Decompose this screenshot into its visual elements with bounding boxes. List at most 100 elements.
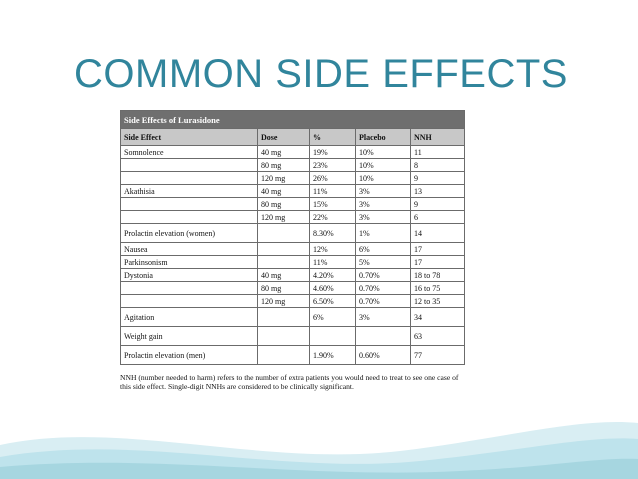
cell-dose: 40 mg <box>257 268 310 282</box>
cell-nnh: 11 <box>409 145 466 159</box>
cell-percent <box>309 326 356 346</box>
cell-side-effect: Agitation <box>120 307 258 327</box>
cell-dose: 40 mg <box>257 184 310 198</box>
table-row: Prolactin elevation (women) 8.30% 1% 14 <box>120 223 466 243</box>
cell-side-effect: Somnolence <box>120 145 258 159</box>
cell-placebo: 0.70% <box>355 294 411 308</box>
column-header-percent: % <box>309 128 356 146</box>
cell-percent: 4.60% <box>309 281 356 295</box>
cell-placebo: 0.70% <box>355 268 411 282</box>
cell-side-effect <box>120 158 258 172</box>
cell-placebo: 3% <box>355 307 411 327</box>
cell-placebo: 6% <box>355 242 411 256</box>
table-row: Somnolence 40 mg 19% 10% 11 <box>120 145 466 159</box>
cell-percent: 8.30% <box>309 223 356 243</box>
cell-placebo: 10% <box>355 158 411 172</box>
cell-percent: 6.50% <box>309 294 356 308</box>
cell-placebo: 5% <box>355 255 411 269</box>
table-row: 120 mg 22% 3% 6 <box>120 210 466 224</box>
cell-side-effect: Prolactin elevation (women) <box>120 223 258 243</box>
cell-nnh: 9 <box>409 171 466 185</box>
cell-dose: 40 mg <box>257 145 310 159</box>
cell-nnh: 63 <box>409 326 466 346</box>
cell-percent: 15% <box>309 197 356 211</box>
table-row: 120 mg 26% 10% 9 <box>120 171 466 185</box>
cell-percent: 6% <box>309 307 356 327</box>
table-row: Weight gain 63 <box>120 326 466 346</box>
cell-nnh: 17 <box>409 255 466 269</box>
cell-nnh: 34 <box>409 307 466 327</box>
cell-nnh: 18 to 78 <box>409 268 466 282</box>
cell-nnh: 12 to 35 <box>409 294 466 308</box>
cell-percent: 4.20% <box>309 268 356 282</box>
cell-dose: 80 mg <box>257 158 310 172</box>
table-row: Parkinsonism 11% 5% 17 <box>120 255 466 269</box>
cell-placebo: 3% <box>355 197 411 211</box>
cell-nnh: 14 <box>409 223 466 243</box>
cell-dose <box>257 307 310 327</box>
cell-side-effect: Akathisia <box>120 184 258 198</box>
side-effects-table: Side Effects of Lurasidone Side Effect D… <box>119 110 466 365</box>
table-row: Nausea 12% 6% 17 <box>120 242 466 256</box>
cell-nnh: 77 <box>409 345 466 365</box>
cell-side-effect <box>120 294 258 308</box>
cell-nnh: 6 <box>409 210 466 224</box>
cell-percent: 1.90% <box>309 345 356 365</box>
cell-side-effect: Dystonia <box>120 268 258 282</box>
cell-nnh: 17 <box>409 242 466 256</box>
column-header-nnh: NNH <box>409 128 466 146</box>
wave-front <box>0 458 638 479</box>
table-header-row: Side Effect Dose % Placebo NNH <box>120 128 466 146</box>
cell-dose: 80 mg <box>257 197 310 211</box>
table-row: Prolactin elevation (men) 1.90% 0.60% 77 <box>120 345 466 365</box>
cell-dose <box>257 345 310 365</box>
table-row: 120 mg 6.50% 0.70% 12 to 35 <box>120 294 466 308</box>
table-caption: Side Effects of Lurasidone <box>119 110 466 129</box>
cell-side-effect <box>120 197 258 211</box>
cell-dose <box>257 242 310 256</box>
cell-percent: 26% <box>309 171 356 185</box>
cell-percent: 11% <box>309 255 356 269</box>
cell-placebo: 0.60% <box>355 345 411 365</box>
table-row: Dystonia 40 mg 4.20% 0.70% 18 to 78 <box>120 268 466 282</box>
cell-dose <box>257 223 310 243</box>
cell-side-effect <box>120 171 258 185</box>
cell-nnh: 9 <box>409 197 466 211</box>
cell-percent: 11% <box>309 184 356 198</box>
cell-percent: 22% <box>309 210 356 224</box>
side-effects-table-container: Side Effects of Lurasidone Side Effect D… <box>119 110 466 391</box>
cell-nnh: 13 <box>409 184 466 198</box>
cell-side-effect: Prolactin elevation (men) <box>120 345 258 365</box>
cell-side-effect: Weight gain <box>120 326 258 346</box>
cell-placebo: 3% <box>355 210 411 224</box>
cell-placebo: 0.70% <box>355 281 411 295</box>
cell-dose: 120 mg <box>257 294 310 308</box>
cell-placebo: 1% <box>355 223 411 243</box>
column-header-dose: Dose <box>257 128 310 146</box>
cell-percent: 12% <box>309 242 356 256</box>
table-footnote: NNH (number needed to harm) refers to th… <box>120 373 459 391</box>
cell-side-effect: Parkinsonism <box>120 255 258 269</box>
table-row: 80 mg 23% 10% 8 <box>120 158 466 172</box>
cell-nnh: 8 <box>409 158 466 172</box>
cell-side-effect <box>120 210 258 224</box>
table-row: 80 mg 4.60% 0.70% 16 to 75 <box>120 281 466 295</box>
table-row: Akathisia 40 mg 11% 3% 13 <box>120 184 466 198</box>
table-body: Somnolence 40 mg 19% 10% 11 80 mg 23% 10% 8 120 m… <box>120 145 466 365</box>
cell-side-effect <box>120 281 258 295</box>
cell-side-effect: Nausea <box>120 242 258 256</box>
cell-dose <box>257 326 310 346</box>
column-header-side-effect: Side Effect <box>120 128 258 146</box>
cell-dose: 120 mg <box>257 210 310 224</box>
cell-placebo: 10% <box>355 171 411 185</box>
table-row: Agitation 6% 3% 34 <box>120 307 466 327</box>
decorative-wave-ribbon <box>0 421 638 479</box>
column-header-placebo: Placebo <box>355 128 411 146</box>
table-row: 80 mg 15% 3% 9 <box>120 197 466 211</box>
cell-percent: 23% <box>309 158 356 172</box>
cell-dose <box>257 255 310 269</box>
cell-placebo: 10% <box>355 145 411 159</box>
cell-percent: 19% <box>309 145 356 159</box>
cell-dose: 80 mg <box>257 281 310 295</box>
cell-placebo: 3% <box>355 184 411 198</box>
